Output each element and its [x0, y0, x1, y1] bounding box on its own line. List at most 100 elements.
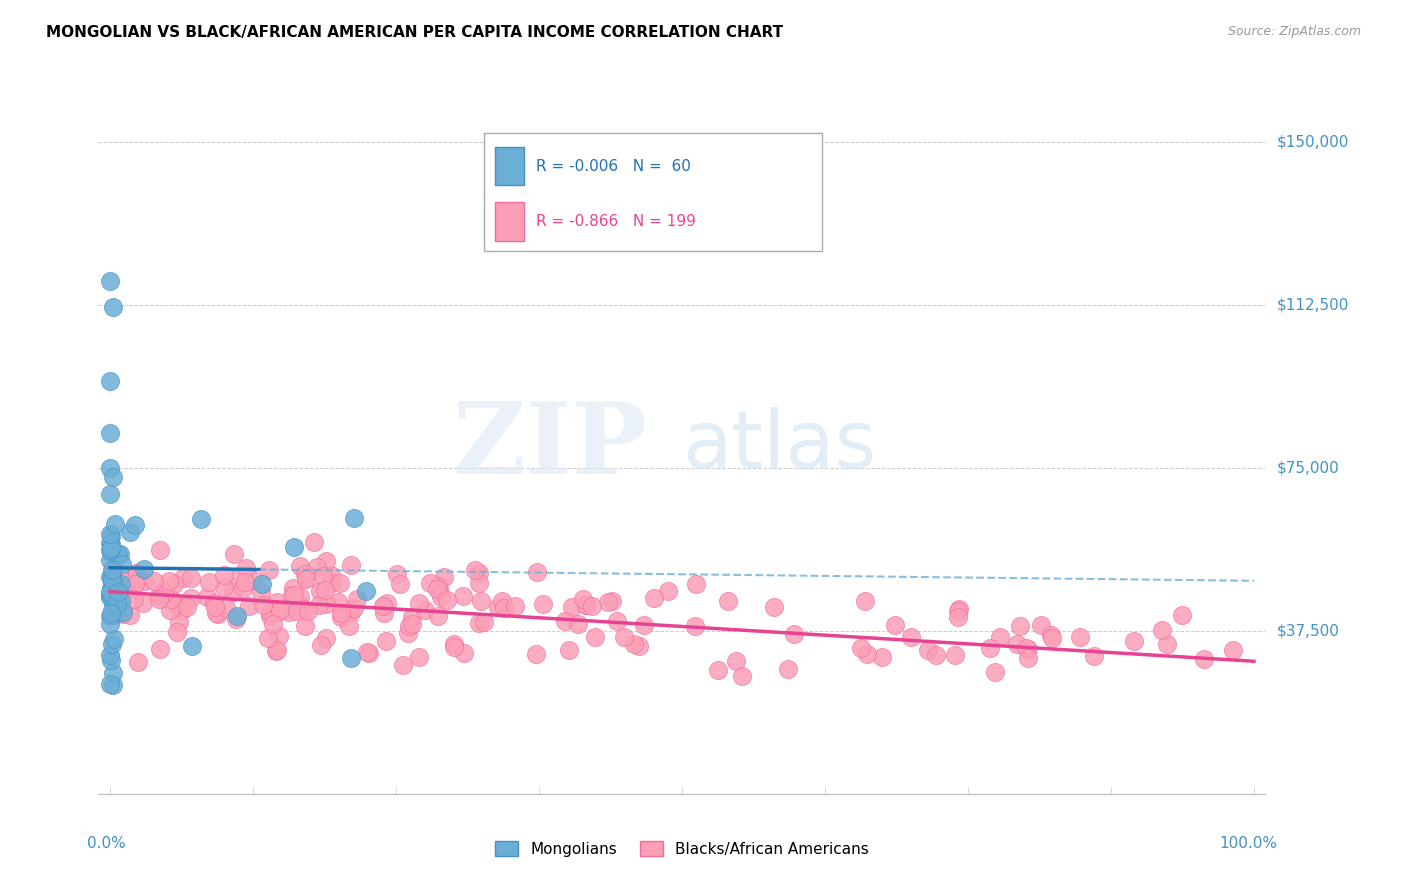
Point — [1040, 632, 1063, 646]
Point — [100, 569, 122, 583]
Point — [224, 548, 246, 562]
Point — [356, 645, 378, 659]
Point — [204, 600, 226, 615]
Point — [398, 619, 420, 633]
Point — [319, 568, 342, 582]
Point — [252, 577, 274, 591]
Point — [900, 631, 922, 645]
Point — [657, 584, 679, 599]
Point — [98, 590, 121, 604]
Text: ZIP: ZIP — [451, 398, 647, 494]
Point — [1192, 652, 1215, 666]
Point — [470, 594, 492, 608]
Point — [467, 566, 489, 581]
Point — [419, 576, 441, 591]
Point — [120, 525, 142, 540]
Point — [103, 576, 125, 591]
Point — [115, 574, 138, 589]
Point — [849, 641, 872, 656]
Text: $75,000: $75,000 — [1277, 460, 1340, 475]
Point — [176, 600, 198, 615]
Point — [103, 632, 125, 647]
Point — [870, 649, 893, 664]
Point — [281, 588, 304, 602]
Point — [107, 547, 129, 561]
Point — [776, 662, 799, 676]
Point — [100, 606, 122, 620]
Point — [264, 643, 287, 657]
Point — [375, 596, 398, 610]
Point — [575, 599, 598, 613]
Point — [436, 593, 458, 607]
Point — [266, 642, 288, 657]
Point — [98, 570, 121, 584]
Text: MONGOLIAN VS BLACK/AFRICAN AMERICAN PER CAPITA INCOME CORRELATION CHART: MONGOLIAN VS BLACK/AFRICAN AMERICAN PER … — [46, 25, 783, 40]
Point — [100, 653, 122, 667]
Point — [132, 562, 155, 576]
Point — [98, 609, 121, 624]
Point — [443, 637, 465, 651]
Point — [226, 572, 249, 586]
Point — [100, 537, 122, 551]
Point — [389, 576, 412, 591]
Point — [571, 592, 593, 607]
Point — [337, 618, 360, 632]
Point — [943, 648, 966, 662]
Point — [600, 594, 623, 608]
Point — [148, 588, 170, 602]
Point — [266, 595, 288, 609]
Point — [724, 654, 747, 668]
Legend: Mongolians, Blacks/African Americans: Mongolians, Blacks/African Americans — [489, 835, 875, 863]
Point — [122, 581, 145, 595]
Point — [783, 627, 806, 641]
Point — [988, 630, 1011, 644]
Point — [979, 640, 1001, 655]
Text: $37,500: $37,500 — [1277, 624, 1340, 639]
Point — [575, 598, 598, 612]
Point — [294, 619, 316, 633]
Point — [329, 609, 352, 624]
Point — [309, 638, 332, 652]
Point — [1008, 619, 1031, 633]
Point — [150, 585, 173, 599]
Point — [731, 669, 754, 683]
Point — [375, 634, 398, 648]
Point — [315, 597, 337, 611]
Point — [100, 638, 122, 652]
Point — [257, 631, 280, 645]
Point — [426, 582, 449, 596]
Point — [401, 610, 423, 624]
Point — [309, 583, 332, 598]
Point — [101, 573, 124, 587]
Point — [292, 601, 315, 615]
Point — [343, 601, 366, 615]
Point — [98, 553, 121, 567]
Point — [1017, 651, 1039, 665]
Point — [212, 580, 235, 594]
Point — [427, 582, 450, 596]
Point — [225, 612, 247, 626]
Point — [683, 618, 706, 632]
Point — [1015, 640, 1038, 655]
Point — [205, 606, 228, 620]
Point — [100, 563, 122, 577]
Point — [100, 587, 122, 601]
Point — [98, 425, 121, 440]
Bar — [495, 202, 524, 241]
Point — [623, 636, 645, 650]
Point — [111, 605, 134, 619]
Point — [443, 640, 465, 655]
Point — [215, 600, 238, 615]
Point — [257, 564, 280, 578]
Point — [125, 566, 148, 581]
Point — [451, 590, 474, 604]
Point — [283, 589, 305, 603]
Point — [98, 677, 121, 691]
Point — [103, 562, 125, 576]
Point — [332, 606, 354, 620]
Point — [613, 630, 636, 644]
Point — [104, 595, 127, 609]
Point — [107, 601, 129, 615]
Point — [321, 575, 343, 590]
Point — [98, 616, 121, 631]
